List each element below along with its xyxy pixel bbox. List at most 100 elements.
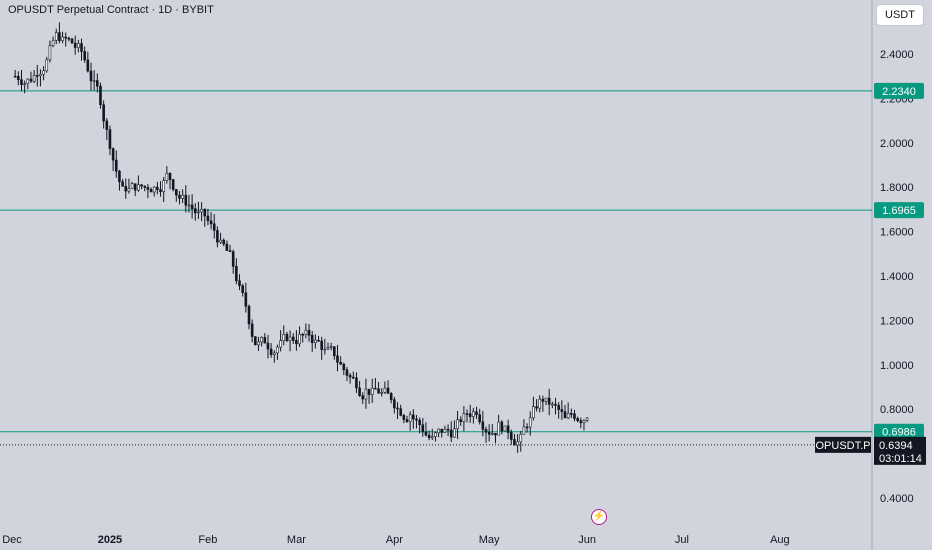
candle-body — [472, 411, 475, 417]
x-tick-label: Apr — [386, 534, 403, 546]
candle-body — [557, 405, 560, 410]
y-tick-label: 0.8000 — [880, 404, 914, 416]
symbol-tag-label: OPUSDT.P — [815, 440, 870, 452]
candle-body — [241, 285, 244, 293]
candle-body — [168, 172, 172, 180]
x-tick-label: 2025 — [98, 534, 122, 546]
candle-body — [102, 104, 105, 122]
candle-body — [585, 417, 589, 421]
candle-body — [86, 59, 90, 72]
last-price-label: 0.6394 — [879, 440, 913, 452]
candle-body — [282, 334, 286, 342]
candle-body — [462, 413, 466, 422]
candle-body — [547, 397, 551, 405]
x-tick-label: Aug — [770, 534, 790, 546]
candle-body — [415, 418, 418, 421]
candle-body — [260, 337, 263, 343]
candle-body — [20, 79, 23, 85]
candle-body — [235, 266, 238, 282]
candle-body — [111, 148, 115, 161]
candle-body — [190, 204, 194, 209]
candle-body — [453, 428, 456, 438]
candle-body — [361, 395, 365, 400]
candle-body — [32, 75, 36, 82]
x-tick-label: Dec — [2, 534, 22, 546]
symbol-tag — [815, 436, 871, 453]
candle-body — [329, 346, 333, 349]
candle-body — [127, 188, 131, 192]
candle-body — [560, 409, 564, 412]
candle-body — [181, 194, 184, 199]
candle-body — [272, 352, 276, 355]
candle-body — [133, 183, 137, 191]
candle-body — [48, 45, 52, 61]
candle-body — [263, 337, 267, 344]
candle-body — [449, 429, 453, 438]
candle-body — [348, 375, 352, 378]
candle-body — [89, 70, 93, 82]
candle-body — [137, 184, 140, 191]
candle-body — [380, 391, 384, 394]
candle-body — [80, 43, 83, 52]
candle-body — [114, 159, 118, 172]
candle-body — [285, 334, 289, 341]
lightning-icon[interactable]: ⚡ — [591, 509, 607, 525]
candle-body — [355, 377, 358, 389]
candle-body — [573, 413, 576, 419]
candle-body — [320, 340, 323, 350]
candle-body — [193, 208, 197, 214]
candle-body — [54, 32, 58, 41]
candle-body — [399, 408, 402, 416]
candle-body — [266, 342, 270, 350]
x-tick-label: Jun — [578, 534, 596, 546]
candle-body — [203, 208, 207, 217]
candle-body — [513, 439, 516, 446]
candle-body — [314, 339, 317, 344]
candle-body — [301, 333, 305, 336]
x-tick-label: Mar — [287, 534, 306, 546]
candle-body — [487, 431, 491, 435]
candle-body — [228, 250, 232, 252]
candle-body — [408, 414, 412, 423]
candle-body — [26, 78, 30, 85]
candle-body — [159, 189, 162, 192]
currency-button[interactable]: USDT — [876, 4, 924, 26]
candle-body — [35, 75, 39, 77]
candle-body — [143, 185, 147, 188]
candle-body — [323, 348, 327, 351]
countdown-label: 03:01:14 — [879, 453, 922, 465]
candle-body — [149, 189, 153, 193]
candle-body — [437, 428, 440, 434]
candle-body — [73, 42, 77, 48]
candle-body — [247, 305, 251, 325]
candle-body — [351, 376, 355, 379]
candle-body — [396, 407, 399, 410]
candle-body — [532, 406, 535, 419]
candle-body — [92, 80, 96, 82]
candle-body — [370, 387, 374, 395]
last-price-tag — [874, 436, 926, 465]
candle-body — [434, 432, 437, 437]
candle-body — [77, 43, 80, 48]
candle-body — [566, 413, 570, 419]
candle-body — [288, 336, 292, 341]
candle-body — [389, 393, 393, 401]
candle-body — [58, 32, 61, 41]
level-tag-label: 0.6986 — [882, 427, 916, 439]
candle-body — [503, 425, 507, 432]
candle-body — [393, 399, 396, 409]
candle-body — [105, 120, 109, 130]
candle-body — [124, 186, 128, 192]
candle-body — [443, 428, 447, 433]
candle-body — [42, 70, 45, 75]
candle-body — [209, 220, 213, 225]
candle-body — [582, 420, 586, 424]
candle-body — [304, 329, 308, 335]
candle-body — [108, 129, 112, 149]
candle-body — [576, 418, 579, 421]
candle-body — [377, 388, 380, 394]
candle-body — [367, 388, 371, 395]
candle-body — [130, 183, 134, 189]
